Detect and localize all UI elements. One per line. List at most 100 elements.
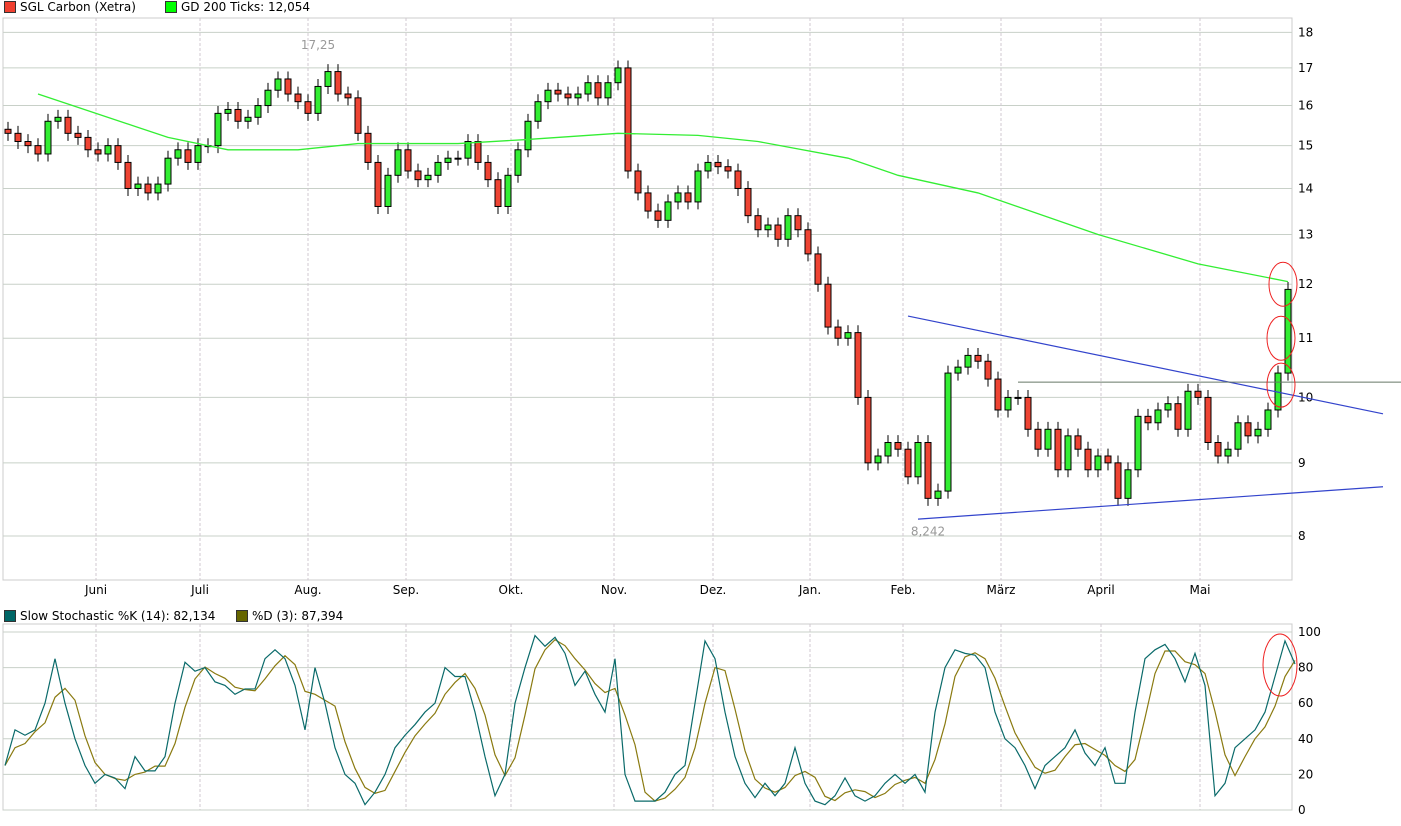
candle-body [974, 354, 982, 362]
stoch-tick-label: 20 [1298, 767, 1313, 781]
candle [1124, 462, 1132, 506]
candle-body [654, 210, 662, 221]
trendline [917, 486, 1384, 520]
month-tick-label: April [1087, 583, 1114, 597]
candle-body [1144, 415, 1152, 424]
candle-body [1204, 396, 1212, 443]
legend-price: SGL Carbon (Xetra) [4, 0, 136, 14]
candle [1214, 435, 1222, 464]
candle [54, 109, 62, 129]
candle [274, 71, 282, 98]
candle-body [384, 174, 392, 207]
price-panel-frame [2, 17, 1293, 581]
candle [714, 155, 722, 175]
candle-body [1124, 469, 1132, 499]
candle [244, 109, 252, 129]
candle [154, 176, 162, 201]
candle [874, 448, 882, 471]
candle [374, 155, 382, 214]
candle [1234, 415, 1242, 457]
candle [264, 82, 272, 114]
candle-body [1214, 441, 1222, 457]
candle [584, 75, 592, 102]
candle [114, 138, 122, 170]
candle-body [194, 145, 202, 163]
candle-body [254, 105, 262, 118]
price-tick-label: 14 [1298, 181, 1313, 195]
candle-body [794, 215, 802, 231]
legend-d-label: %D (3): 87,394 [252, 609, 344, 623]
candle-body [764, 224, 772, 231]
candle-body [264, 89, 272, 107]
candle [524, 113, 532, 158]
candle-body [894, 441, 902, 450]
candle [454, 150, 462, 166]
stoch-panel-frame [2, 623, 1293, 811]
candle-body [74, 132, 82, 138]
candle [44, 113, 52, 162]
candle [94, 142, 102, 162]
candle-body [534, 101, 542, 122]
candle [944, 365, 952, 499]
candle [224, 102, 232, 121]
candle [564, 86, 572, 106]
price-tick-label: 18 [1298, 25, 1313, 39]
candle-body [874, 455, 882, 464]
candle-body [854, 332, 862, 398]
candle [1154, 402, 1162, 431]
candle [404, 142, 412, 179]
candle-body [944, 372, 952, 492]
candle [1164, 396, 1172, 418]
candle [34, 138, 42, 162]
candle-body [784, 215, 792, 240]
candle [844, 325, 852, 346]
price-tick-label: 16 [1298, 99, 1313, 113]
candle [14, 125, 22, 150]
candle-body [714, 161, 722, 168]
candle-body [544, 89, 552, 103]
candle-body [804, 229, 812, 255]
candle [544, 82, 552, 110]
candle [184, 142, 192, 170]
candle [1034, 421, 1042, 457]
candle [324, 64, 332, 94]
month-tick-label: März [987, 583, 1016, 597]
candle-body [374, 161, 382, 207]
candle-body [1224, 448, 1232, 457]
candle [994, 371, 1002, 418]
candle-body [624, 67, 632, 172]
price-tick-label: 8 [1298, 529, 1306, 543]
candle-body [394, 149, 402, 176]
candle [164, 150, 172, 192]
candle-body [734, 170, 742, 189]
candle-body [954, 366, 962, 374]
month-tick-label: Okt. [499, 583, 524, 597]
candle-body [344, 93, 352, 99]
candle-body [14, 132, 22, 143]
candle [254, 98, 262, 125]
candle [1024, 390, 1032, 437]
candle-body [184, 149, 192, 163]
candle [1004, 390, 1012, 418]
highlight-ellipse [1266, 315, 1296, 361]
candle [654, 203, 662, 228]
candle-body [1174, 403, 1182, 430]
candle-body [884, 441, 892, 457]
candle-body [34, 145, 42, 155]
candle [904, 441, 912, 485]
stoch-k-line [4, 634, 1296, 806]
candle [824, 276, 832, 335]
price-tick-label: 13 [1298, 227, 1313, 241]
candle-body [1194, 390, 1202, 398]
candle-body [364, 132, 372, 163]
candle-body [964, 354, 972, 368]
price-tick-label: 15 [1298, 139, 1313, 153]
legend-k-label: Slow Stochastic %K (14): 82,134 [20, 609, 216, 623]
candle [414, 163, 422, 188]
candle-body [1104, 455, 1112, 464]
stoch-d-line [4, 638, 1296, 802]
candle [344, 86, 352, 106]
candle-body [104, 145, 112, 155]
candle [744, 181, 752, 224]
candle [354, 90, 362, 141]
